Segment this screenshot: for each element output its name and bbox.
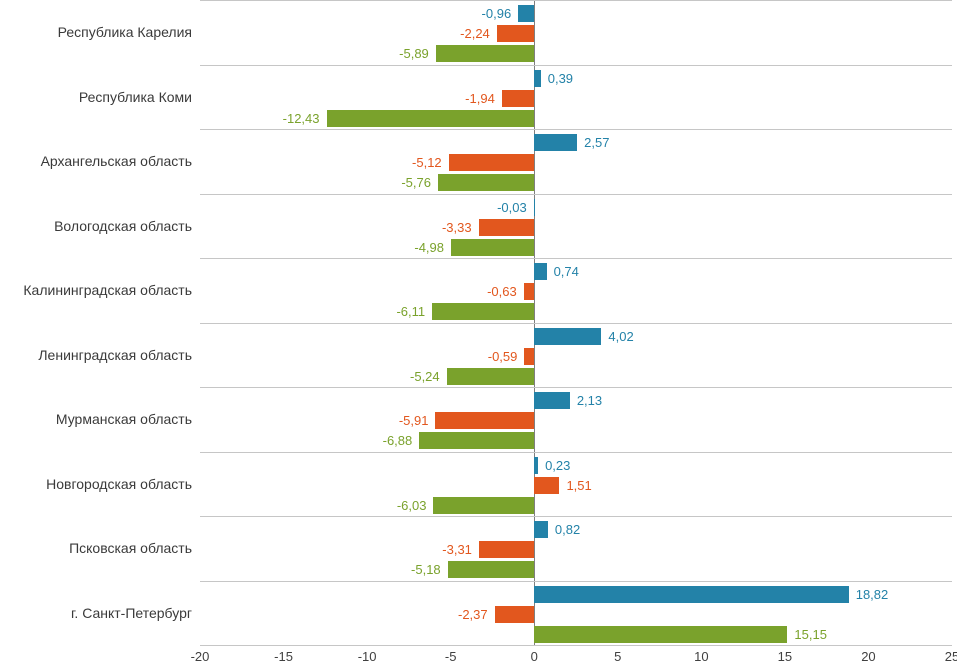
x-tick-label: 20 (861, 649, 876, 664)
value-label: -0,63 (487, 284, 517, 299)
bar-series-orange (435, 412, 535, 429)
value-label: -5,91 (398, 413, 429, 428)
x-axis: -20 -15 -10 -5 0 5 10 15 20 25 (191, 649, 957, 667)
bar-series-green (447, 561, 535, 578)
value-label: -3,33 (441, 219, 472, 235)
x-tick-label: 5 (614, 649, 622, 664)
bar-series-blue (534, 327, 602, 345)
x-tick-label: 10 (694, 649, 709, 664)
category-label: Вологодская область (54, 217, 192, 234)
category-label: Калининградская область (23, 282, 192, 299)
bar-series-green (451, 238, 535, 256)
region-row: -0,03 -3,33 -4,98 (200, 193, 952, 259)
bar-series-blue (518, 5, 535, 22)
value-label: 0,39 (547, 70, 574, 86)
bar-series-orange (494, 605, 535, 623)
category-label: Республика Карелия (57, 24, 192, 41)
bar-series-blue (534, 69, 541, 87)
bar-series-orange (496, 25, 535, 42)
value-label: 1,51 (566, 477, 592, 493)
bar-series-orange (523, 283, 535, 300)
bar-series-green (433, 496, 535, 514)
region-row: 0,82 -3,31 -5,18 (200, 516, 952, 581)
bar-series-blue (534, 521, 548, 538)
value-label: -6,11 (396, 304, 426, 319)
value-label: -2,37 (457, 606, 488, 622)
category-label: Псковская область (69, 540, 192, 557)
category-label: Мурманская область (55, 411, 192, 428)
x-tick-label: -15 (274, 649, 293, 664)
value-label: -0,96 (481, 6, 512, 21)
value-label: -5,12 (412, 155, 442, 170)
value-label: -3,31 (442, 542, 472, 557)
bar-series-blue (534, 263, 547, 280)
bar-series-green (435, 45, 535, 62)
bar-series-blue (534, 585, 849, 603)
x-tick-label: -5 (444, 649, 457, 664)
value-label: 15,15 (794, 626, 827, 642)
bar-series-blue (534, 392, 570, 409)
bar-series-blue (533, 198, 535, 216)
category-label: Ленинградская область (38, 346, 192, 363)
category-label: г. Санкт-Петербург (71, 604, 192, 621)
value-label: 0,82 (554, 522, 581, 537)
value-label: 2,57 (584, 135, 610, 150)
bar-series-orange (448, 154, 535, 171)
region-row: 4,02 -0,59 -5,24 (200, 322, 952, 388)
region-row: 0,74 -0,63 -6,11 (200, 258, 952, 323)
value-label: -2,24 (460, 26, 490, 41)
bar-series-orange (524, 347, 535, 365)
region-row: 2,13 -5,91 -6,88 (200, 387, 952, 452)
value-label: -0,59 (487, 348, 518, 364)
bar-series-green (437, 174, 535, 191)
bar-series-green (446, 367, 535, 385)
bar-series-blue (534, 134, 578, 151)
region-row: -0,96 -2,24 -5,89 (200, 0, 952, 65)
value-label: 0,23 (545, 457, 571, 473)
region-row: 0,23 1,51 -6,03 (200, 451, 952, 517)
category-label: Новгородская область (46, 475, 192, 492)
x-tick-label: 25 (944, 649, 957, 664)
plot-area: -0,96 -2,24 -5,89 0,39 -1,94 -12,43 2,57 -5,12 -… (200, 0, 952, 646)
x-tick-label: 15 (777, 649, 793, 664)
x-tick-label: -20 (190, 649, 210, 664)
region-row: 0,39 -1,94 -12,43 (200, 64, 952, 130)
bar-series-green (419, 432, 535, 449)
value-label: 0,74 (553, 264, 579, 279)
value-label: -12,43 (282, 110, 320, 126)
category-label: Архангельская область (40, 153, 192, 170)
value-label: 2,13 (576, 393, 603, 408)
bar-series-blue (534, 456, 539, 474)
value-label: -0,03 (497, 199, 527, 215)
value-label: 18,82 (855, 586, 889, 602)
value-label: -5,24 (410, 368, 440, 384)
value-label: -5,89 (399, 46, 429, 61)
category-label: Республика Коми (78, 88, 192, 105)
bar-series-orange (478, 541, 535, 558)
bar-series-orange (534, 476, 560, 494)
value-label: -5,76 (401, 175, 431, 190)
bar-series-green (534, 625, 788, 643)
value-label: -6,03 (396, 497, 427, 513)
value-label: -4,98 (414, 239, 445, 255)
value-label: -1,94 (465, 90, 495, 106)
category-axis: Республика Карелия Республика Коми Арханге… (0, 0, 192, 645)
region-row: 18,82 -2,37 15,15 (200, 580, 952, 646)
bar-series-green (432, 303, 535, 320)
bar-series-green (326, 109, 535, 127)
x-tick-label: 0 (530, 649, 538, 664)
bar-series-orange (501, 89, 535, 107)
value-label: 4,02 (608, 328, 634, 344)
region-row: 2,57 -5,12 -5,76 (200, 129, 952, 194)
x-tick-label: -10 (357, 649, 377, 664)
bar-series-orange (478, 218, 535, 236)
value-label: -6,88 (382, 433, 413, 448)
value-label: -5,18 (411, 562, 441, 577)
